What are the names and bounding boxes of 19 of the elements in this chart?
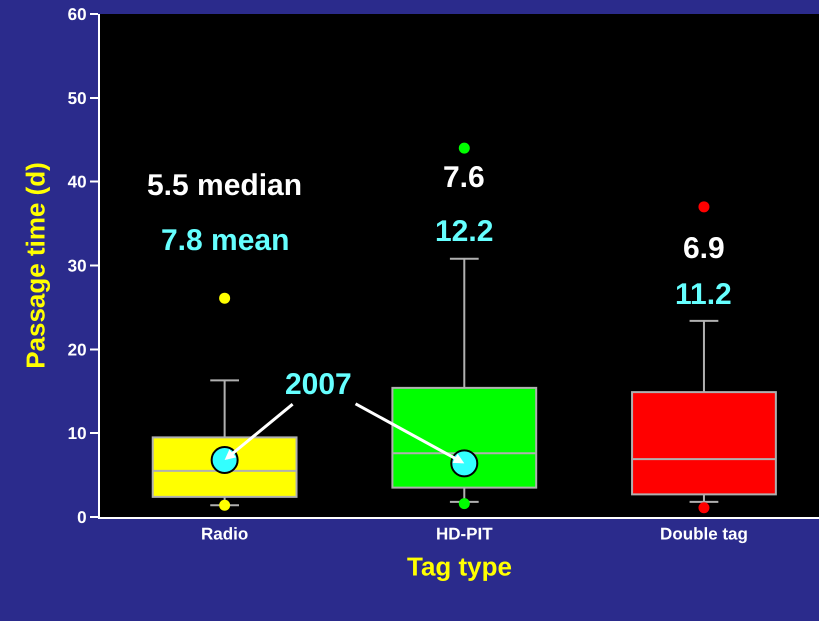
y-axis-title: Passage time (d)	[20, 162, 51, 369]
annotation: 6.9	[683, 232, 725, 265]
y-tick-label: 60	[68, 4, 87, 24]
x-axis-title: Tag type	[407, 552, 512, 582]
x-tick-label: Double tag	[660, 524, 748, 544]
annotation: 12.2	[435, 215, 494, 248]
annotation: 7.8 mean	[161, 224, 290, 257]
x-tick-label: HD-PIT	[436, 524, 494, 544]
y-tick-label: 40	[68, 172, 87, 192]
y-tick-label: 20	[68, 340, 87, 360]
annotation: 5.5 median	[147, 169, 302, 202]
y-tick-label: 30	[68, 256, 87, 276]
x-tick-label: Radio	[201, 524, 248, 544]
annotation: 7.6	[443, 161, 485, 194]
y-tick-label: 10	[68, 424, 87, 444]
annotation: 2007	[285, 368, 352, 401]
y-tick-label: 0	[77, 508, 87, 527]
y-tick-label: 50	[68, 88, 87, 108]
annotation: 11.2	[675, 278, 732, 311]
